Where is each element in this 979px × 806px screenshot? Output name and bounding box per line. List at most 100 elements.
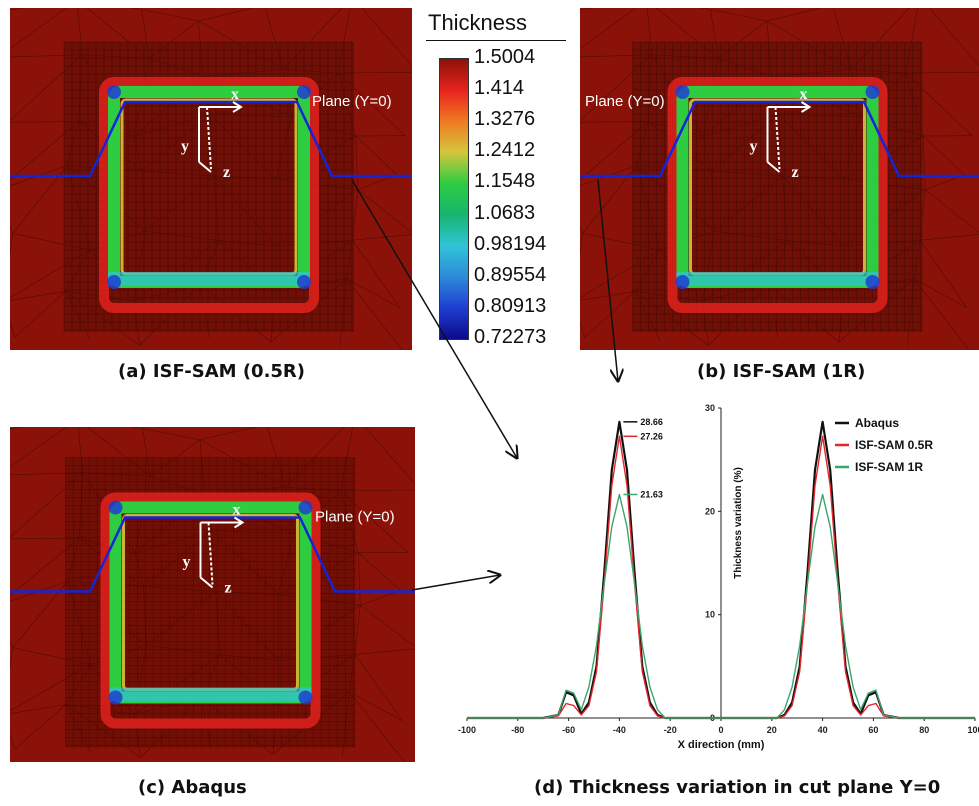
contour-corner-blue <box>675 85 690 99</box>
contour-cyan-band <box>676 272 879 286</box>
x-axis-label: X direction (mm) <box>678 739 765 751</box>
mesh-edge <box>10 733 16 750</box>
x-tick-label: 60 <box>868 725 878 735</box>
x-tick-label: 80 <box>919 725 929 735</box>
mesh-edge <box>354 605 361 655</box>
contour-corner-blue <box>297 275 311 289</box>
mesh-edge <box>580 8 637 50</box>
contour-corner-blue <box>675 275 690 289</box>
axis-label-y: y <box>183 554 191 571</box>
mesh-edge <box>360 605 415 647</box>
mesh-edge <box>354 648 415 655</box>
mesh-edge <box>913 278 967 308</box>
x-tick-label: 100 <box>967 725 979 735</box>
axis-label-z: z <box>792 164 799 181</box>
mesh-edge <box>10 321 16 338</box>
axis-label-y: y <box>181 138 189 155</box>
contour-red-band <box>99 77 319 313</box>
x-tick-label: -60 <box>562 725 575 735</box>
mesh-edge <box>580 165 637 187</box>
mesh-edge <box>355 136 359 190</box>
contour-red-band <box>667 77 888 313</box>
mesh-edge <box>766 8 823 22</box>
mesh-edge <box>580 321 586 338</box>
contour-corner-blue <box>297 85 311 99</box>
coordinate-axes <box>766 101 812 173</box>
axis-label-y: y <box>750 138 758 155</box>
mesh-edge <box>357 552 361 606</box>
colorbar-tick-label: 1.0683 <box>474 201 536 224</box>
x-tick-label: 40 <box>818 725 828 735</box>
mesh-edge <box>358 552 401 591</box>
mesh-edge <box>352 234 412 241</box>
mesh-edge <box>10 639 13 648</box>
mesh-edge <box>360 590 401 606</box>
colorbar-tick-label: 1.2412 <box>474 139 536 162</box>
caption-b: (b) ISF-SAM (1R) <box>697 361 866 382</box>
mesh-edge <box>923 135 965 176</box>
x-tick-label: 20 <box>767 725 777 735</box>
panel-b-isf-sam-1r: Plane (Y=0) x y z <box>580 8 979 350</box>
colorbar-tick-label: 1.5004 <box>474 46 536 68</box>
x-tick-label: -20 <box>664 725 677 735</box>
mesh-edge <box>580 224 583 234</box>
colorbar <box>439 58 469 340</box>
caption-d: (d) Thickness variation in cut plane Y=0 <box>534 777 941 798</box>
mesh-edge <box>710 9 767 22</box>
peak-annotation: 21.63 <box>640 489 663 499</box>
colorbar-tick-label: 0.98194 <box>474 232 547 255</box>
mesh-edge <box>352 240 400 308</box>
contour-corner-blue <box>865 85 880 99</box>
x-tick-label: -80 <box>511 725 524 735</box>
colorbar-tick-label: 0.72273 <box>474 326 547 348</box>
x-tick-label: 0 <box>718 725 723 735</box>
fe-mesh-plot-a: Plane (Y=0) x y z <box>10 8 412 350</box>
mesh-edge <box>10 291 66 301</box>
peak-annotation: 28.66 <box>640 417 663 427</box>
mesh-edge <box>919 234 979 241</box>
thickness-variation-chart: -100-80-60-40-200204060801000102030 X di… <box>458 403 979 751</box>
mesh-edge <box>10 647 13 670</box>
x-axis-arrowhead <box>800 101 812 113</box>
mesh-edge <box>10 427 67 468</box>
contour-corner-blue <box>108 500 123 515</box>
mesh-edge <box>10 704 67 714</box>
mesh-edge <box>142 428 200 441</box>
x-tick-label: -100 <box>458 725 476 735</box>
legend-label: ISF-SAM 0.5R <box>855 438 933 452</box>
mesh-edge <box>925 189 979 233</box>
contour-corner-blue <box>298 690 313 705</box>
axis-label-x: x <box>800 86 808 103</box>
mesh-edge <box>922 136 926 190</box>
axis-label-x: x <box>233 502 241 519</box>
caption-c: (c) Abaqus <box>138 777 247 798</box>
panel-a-isf-sam-05r: Plane (Y=0) x y z <box>10 8 412 350</box>
legend-label: Abaqus <box>855 416 899 430</box>
mesh-edge <box>355 135 398 176</box>
mesh-edge <box>580 8 595 11</box>
mesh-edge <box>14 291 66 338</box>
mesh-edge <box>10 580 68 602</box>
mesh-edge <box>10 8 25 11</box>
y-tick-label: 20 <box>705 506 715 516</box>
mesh-edge <box>198 8 255 22</box>
fe-mesh-plot-b: Plane (Y=0) x y z <box>580 8 979 350</box>
y-tick-label: 10 <box>705 610 715 620</box>
dotted-axis <box>206 106 212 170</box>
colorbar-tick-label: 1.414 <box>474 77 525 100</box>
legend-label: ISF-SAM 1R <box>855 460 923 474</box>
mesh-edge <box>361 8 412 67</box>
mesh-edge <box>913 278 970 350</box>
colorbar-tick-label: 1.3276 <box>474 108 536 131</box>
mesh-edge <box>10 224 13 234</box>
contour-corner-blue <box>865 275 880 289</box>
x-axis-arrowhead <box>232 101 243 113</box>
plane-label: Plane (Y=0) <box>585 93 665 110</box>
mesh-edge <box>10 233 13 256</box>
mesh-edge <box>14 704 67 750</box>
mesh-edge <box>925 174 965 191</box>
mesh-edge <box>130 427 143 429</box>
colorbar-tick-label: 0.80913 <box>474 294 547 317</box>
mesh-edge <box>346 278 400 308</box>
colorbar-tick-label: 0.89554 <box>474 263 547 286</box>
